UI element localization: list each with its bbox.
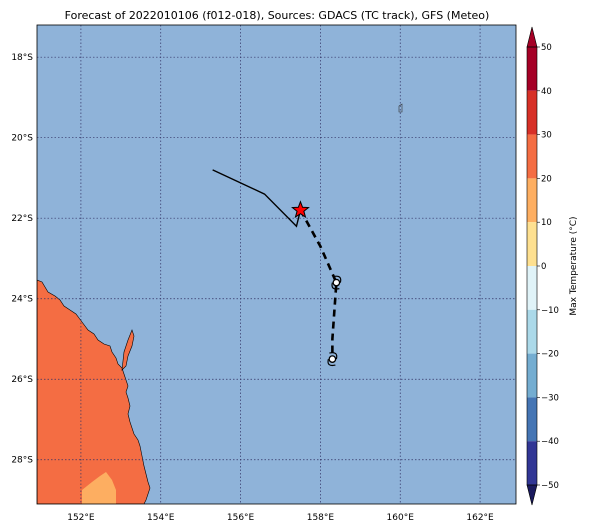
land-mass-fraser-island	[121, 329, 135, 371]
colorbar-tick-label: 40	[541, 87, 552, 97]
colorbar: 50 40 30 20 10 0 −10 −20 −30 −40 −50	[526, 26, 559, 506]
colorbar-segment	[527, 266, 537, 310]
colorbar-segment	[527, 47, 537, 91]
colorbar-segment	[527, 178, 537, 223]
current-position-star-icon	[291, 200, 310, 219]
colorbar-tick-label: 20	[541, 174, 552, 184]
lat-tick-label: 28°S	[11, 456, 33, 466]
colorbar-segment	[527, 309, 537, 354]
latitude-tick-labels: 18°S 20°S 22°S 24°S 26°S 28°S	[11, 53, 33, 466]
colorbar-tick-label: −40	[541, 437, 559, 447]
colorbar-tick-label: 0	[541, 262, 546, 272]
map-title: Forecast of 2022010106 (f012-018), Sourc…	[65, 9, 490, 22]
colorbar-extend-min	[526, 484, 538, 506]
lat-tick-label: 22°S	[11, 214, 33, 224]
land-mass-islet	[398, 103, 403, 113]
colorbar-segment	[527, 134, 537, 179]
past-track-line	[212, 169, 302, 228]
colorbar-tick-label: −20	[541, 350, 559, 360]
lat-tick-label: 18°S	[11, 53, 33, 63]
colorbar-tick-label: 10	[541, 218, 552, 228]
lon-tick-label: 154°E	[147, 513, 175, 523]
land-mass-queensland	[37, 279, 151, 504]
colorbar-segment	[527, 441, 537, 485]
lon-tick-label: 160°E	[387, 513, 415, 523]
colorbar-label: Max Temperature (°C)	[569, 216, 579, 315]
longitude-tick-labels: 152°E 154°E 156°E 158°E 160°E 162°E	[67, 513, 494, 523]
colorbar-segment	[527, 353, 537, 398]
colorbar-extend-max	[526, 26, 538, 48]
lon-tick-label: 158°E	[307, 513, 335, 523]
cyclone-symbol-icon	[327, 352, 338, 367]
colorbar-tick-label: 50	[541, 43, 552, 53]
cyclone-tracks	[212, 169, 342, 367]
colorbar-tick-label: −30	[541, 393, 559, 403]
colorbar-segment	[527, 397, 537, 442]
map-plot-area	[37, 25, 516, 504]
colorbar-tick-label: 30	[541, 131, 552, 141]
lat-tick-label: 24°S	[11, 295, 33, 305]
forecast-track-line	[299, 209, 338, 360]
warm-temperature-patch	[82, 472, 116, 504]
lon-tick-label: 152°E	[67, 513, 95, 523]
colorbar-tick-label: −50	[541, 481, 559, 491]
lat-tick-label: 26°S	[11, 375, 33, 385]
graticule	[37, 25, 516, 504]
lat-tick-label: 20°S	[11, 134, 33, 144]
colorbar-segment	[527, 90, 537, 135]
cyclone-symbol-icon	[331, 275, 342, 290]
colorbar-segment	[527, 222, 537, 266]
map-frame	[36, 24, 517, 505]
colorbar-tick-label: −10	[541, 306, 559, 316]
lon-tick-label: 162°E	[466, 513, 494, 523]
lon-tick-label: 156°E	[227, 513, 255, 523]
